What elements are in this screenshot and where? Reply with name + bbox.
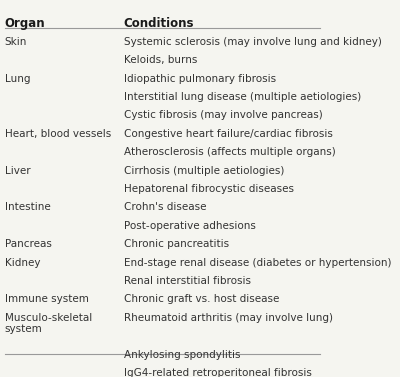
Text: Liver: Liver [5,166,30,176]
Text: Kidney: Kidney [5,257,40,268]
Text: Idiopathic pulmonary fibrosis: Idiopathic pulmonary fibrosis [124,74,276,84]
Text: Cystic fibrosis (may involve pancreas): Cystic fibrosis (may involve pancreas) [124,110,322,120]
Text: Keloids, burns: Keloids, burns [124,55,197,65]
Text: Hepatorenal fibrocystic diseases: Hepatorenal fibrocystic diseases [124,184,294,194]
Text: Renal interstitial fibrosis: Renal interstitial fibrosis [124,276,251,286]
Text: Congestive heart failure/cardiac fibrosis: Congestive heart failure/cardiac fibrosi… [124,129,332,139]
Text: Intestine: Intestine [5,202,50,212]
Text: Musculo-skeletal
system: Musculo-skeletal system [5,313,92,334]
Text: Atherosclerosis (affects multiple organs): Atherosclerosis (affects multiple organs… [124,147,336,157]
Text: Interstitial lung disease (multiple aetiologies): Interstitial lung disease (multiple aeti… [124,92,361,102]
Text: Chronic graft vs. host disease: Chronic graft vs. host disease [124,294,279,304]
Text: Lung: Lung [5,74,30,84]
Text: Crohn's disease: Crohn's disease [124,202,206,212]
Text: IgG4-related retroperitoneal fibrosis: IgG4-related retroperitoneal fibrosis [124,368,312,377]
Text: Systemic sclerosis (may involve lung and kidney): Systemic sclerosis (may involve lung and… [124,37,382,47]
Text: Pancreas: Pancreas [5,239,52,249]
Text: Ankylosing spondylitis: Ankylosing spondylitis [124,349,240,360]
Text: Rheumatoid arthritis (may involve lung): Rheumatoid arthritis (may involve lung) [124,313,333,323]
Text: Chronic pancreatitis: Chronic pancreatitis [124,239,229,249]
Text: Skin: Skin [5,37,27,47]
Text: Conditions: Conditions [124,17,194,30]
Text: Organ: Organ [5,17,45,30]
Text: Post-operative adhesions: Post-operative adhesions [124,221,256,231]
Text: Cirrhosis (multiple aetiologies): Cirrhosis (multiple aetiologies) [124,166,284,176]
Text: Heart, blood vessels: Heart, blood vessels [5,129,111,139]
Text: End-stage renal disease (diabetes or hypertension): End-stage renal disease (diabetes or hyp… [124,257,391,268]
Text: Immune system: Immune system [5,294,88,304]
